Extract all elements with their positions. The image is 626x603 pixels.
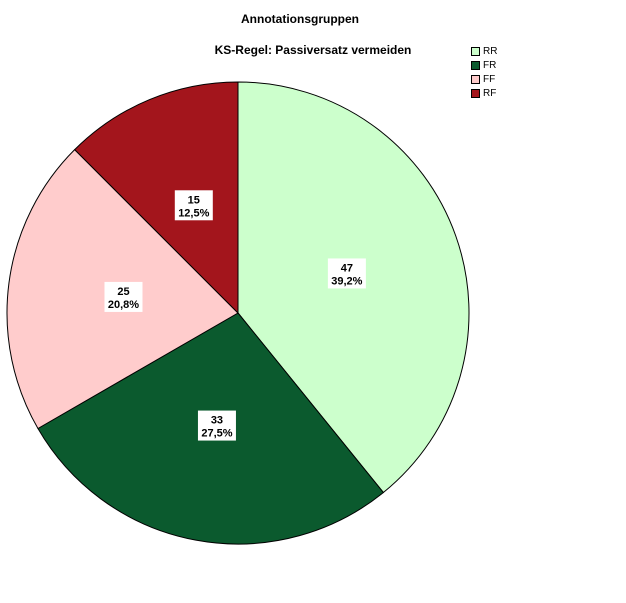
chart-legend: RR FR FF RF xyxy=(471,44,497,100)
legend-label: FF xyxy=(483,73,496,85)
legend-swatch xyxy=(471,60,480,70)
legend-item-rr: RR xyxy=(471,44,497,58)
pie-slice-rf xyxy=(73,81,239,315)
legend-swatch xyxy=(471,88,480,98)
data-label-value: 15 xyxy=(188,194,200,206)
data-label-percent: 27,5% xyxy=(201,428,232,440)
data-label-value: 47 xyxy=(341,262,353,274)
data-label-percent: 39,2% xyxy=(331,275,362,287)
chart-subtitle: KS-Regel: Passiversatz vermeiden xyxy=(214,43,412,57)
legend-item-fr: FR xyxy=(471,58,497,72)
chart-title: Annotationsgruppen xyxy=(241,12,359,26)
legend-swatch xyxy=(471,46,480,56)
legend-label: FR xyxy=(483,59,497,71)
legend-swatch xyxy=(471,74,480,84)
legend-item-rf: RF xyxy=(471,86,497,100)
legend-label: RR xyxy=(483,45,498,57)
data-label-percent: 12,5% xyxy=(178,207,209,219)
data-label-value: 25 xyxy=(117,286,129,298)
data-label-percent: 20,8% xyxy=(108,299,139,311)
data-label-value: 33 xyxy=(211,415,223,427)
legend-label: RF xyxy=(483,87,497,99)
legend-item-ff: FF xyxy=(471,72,497,86)
